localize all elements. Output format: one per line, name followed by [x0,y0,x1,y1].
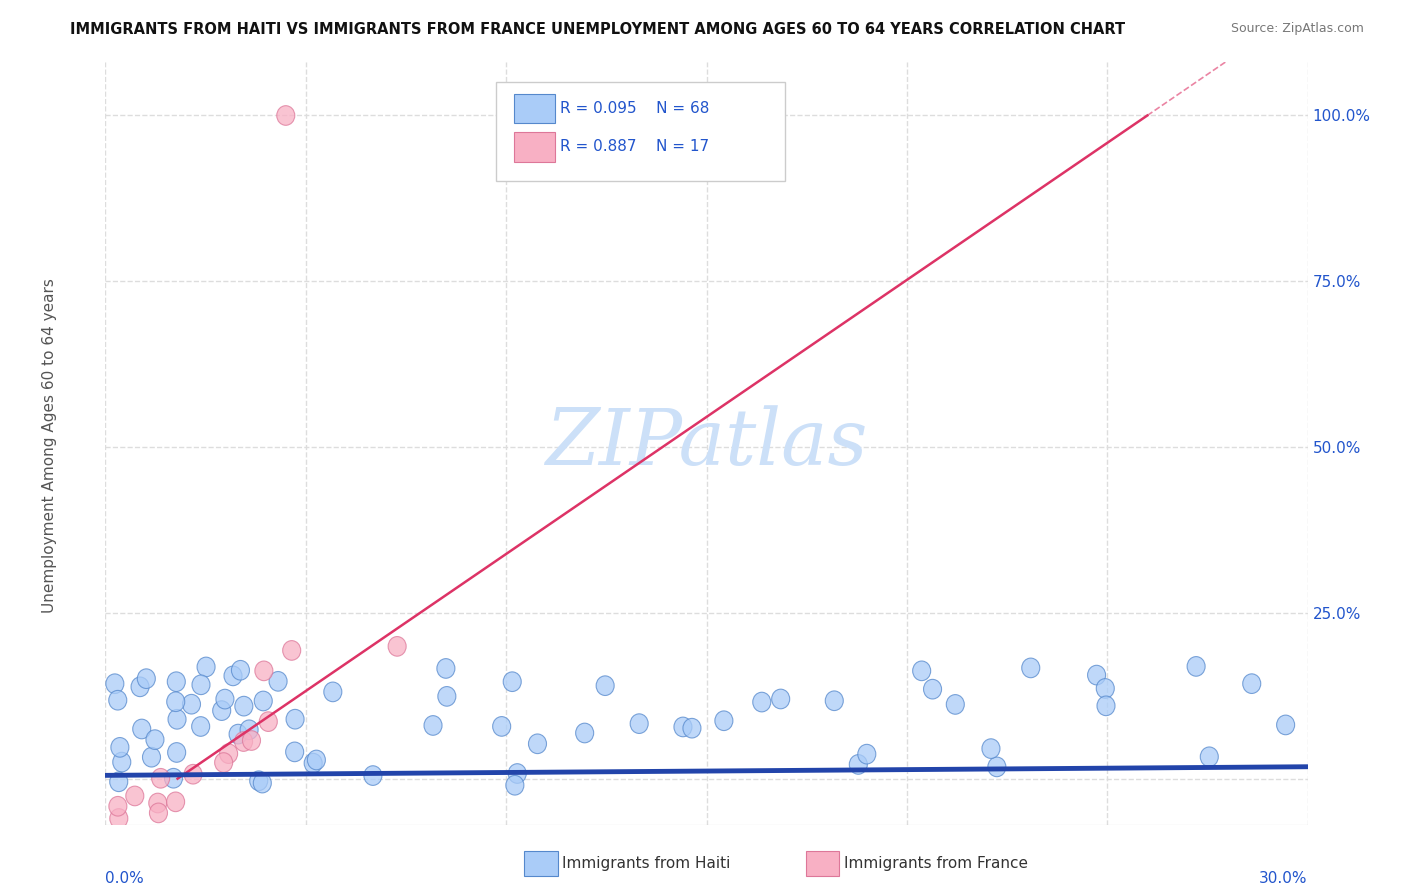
Ellipse shape [197,657,215,677]
Ellipse shape [183,694,201,714]
Ellipse shape [131,677,149,697]
Ellipse shape [683,718,702,738]
Ellipse shape [212,701,231,721]
Ellipse shape [191,716,209,736]
Ellipse shape [219,744,238,764]
Text: ZIPatlas: ZIPatlas [546,406,868,482]
Ellipse shape [1022,658,1040,678]
Ellipse shape [437,658,456,678]
FancyBboxPatch shape [496,81,785,181]
Ellipse shape [111,738,129,757]
Ellipse shape [503,672,522,691]
Ellipse shape [235,731,253,751]
Text: Source: ZipAtlas.com: Source: ZipAtlas.com [1230,22,1364,36]
Text: 0.0%: 0.0% [105,871,145,886]
Ellipse shape [364,765,382,785]
Ellipse shape [269,672,287,691]
Ellipse shape [988,757,1005,777]
Ellipse shape [224,666,242,686]
Ellipse shape [981,739,1000,758]
Ellipse shape [165,768,183,788]
Ellipse shape [529,734,547,754]
Ellipse shape [1097,679,1115,698]
Ellipse shape [752,692,770,712]
Ellipse shape [1088,665,1105,685]
Ellipse shape [285,709,304,729]
Ellipse shape [630,714,648,733]
Text: R = 0.887    N = 17: R = 0.887 N = 17 [560,139,709,153]
Ellipse shape [242,731,260,750]
Ellipse shape [858,744,876,764]
Ellipse shape [152,769,170,789]
Ellipse shape [1187,657,1205,676]
Ellipse shape [110,772,128,791]
Ellipse shape [924,680,942,699]
Text: Unemployment Among Ages 60 to 64 years: Unemployment Among Ages 60 to 64 years [42,278,56,614]
Ellipse shape [825,691,844,711]
Ellipse shape [772,690,790,709]
Ellipse shape [673,717,692,737]
Ellipse shape [508,764,526,783]
Ellipse shape [110,809,128,829]
Ellipse shape [146,730,165,749]
Text: IMMIGRANTS FROM HAITI VS IMMIGRANTS FROM FRANCE UNEMPLOYMENT AMONG AGES 60 TO 64: IMMIGRANTS FROM HAITI VS IMMIGRANTS FROM… [70,22,1125,37]
Ellipse shape [254,691,273,711]
Ellipse shape [215,753,232,772]
Ellipse shape [112,752,131,772]
Ellipse shape [849,755,868,774]
Ellipse shape [166,792,184,812]
Ellipse shape [108,690,127,710]
Ellipse shape [492,716,510,736]
Ellipse shape [1097,696,1115,715]
Ellipse shape [235,697,253,716]
Ellipse shape [323,682,342,702]
Ellipse shape [105,673,124,694]
Ellipse shape [167,709,186,729]
Ellipse shape [506,775,524,795]
Ellipse shape [184,764,202,784]
Ellipse shape [304,754,322,773]
Ellipse shape [167,672,186,691]
Ellipse shape [308,750,325,770]
Ellipse shape [388,637,406,657]
Ellipse shape [167,743,186,763]
Ellipse shape [240,720,259,739]
Ellipse shape [250,771,267,790]
Ellipse shape [138,669,155,689]
Ellipse shape [912,661,931,681]
Ellipse shape [229,724,247,744]
Ellipse shape [125,786,143,805]
Ellipse shape [232,660,249,680]
Ellipse shape [149,793,167,813]
Ellipse shape [1243,673,1261,693]
Ellipse shape [149,803,167,822]
Ellipse shape [437,687,456,706]
Text: Immigrants from Haiti: Immigrants from Haiti [562,856,731,871]
Ellipse shape [132,719,150,739]
Ellipse shape [425,715,441,735]
Ellipse shape [1201,747,1219,766]
Ellipse shape [108,797,127,816]
Text: R = 0.095    N = 68: R = 0.095 N = 68 [560,101,709,116]
Ellipse shape [596,676,614,696]
Ellipse shape [254,661,273,681]
Ellipse shape [285,742,304,762]
FancyBboxPatch shape [515,94,555,123]
Ellipse shape [193,675,209,695]
Text: 30.0%: 30.0% [1260,871,1308,886]
Ellipse shape [1277,715,1295,735]
Ellipse shape [167,692,184,712]
Ellipse shape [714,711,733,731]
Ellipse shape [283,640,301,660]
Ellipse shape [277,105,295,125]
Ellipse shape [946,695,965,714]
FancyBboxPatch shape [515,132,555,161]
Ellipse shape [575,723,593,743]
Ellipse shape [217,690,233,709]
Ellipse shape [259,712,277,731]
Text: Immigrants from France: Immigrants from France [844,856,1028,871]
Ellipse shape [253,773,271,793]
Ellipse shape [142,747,160,767]
